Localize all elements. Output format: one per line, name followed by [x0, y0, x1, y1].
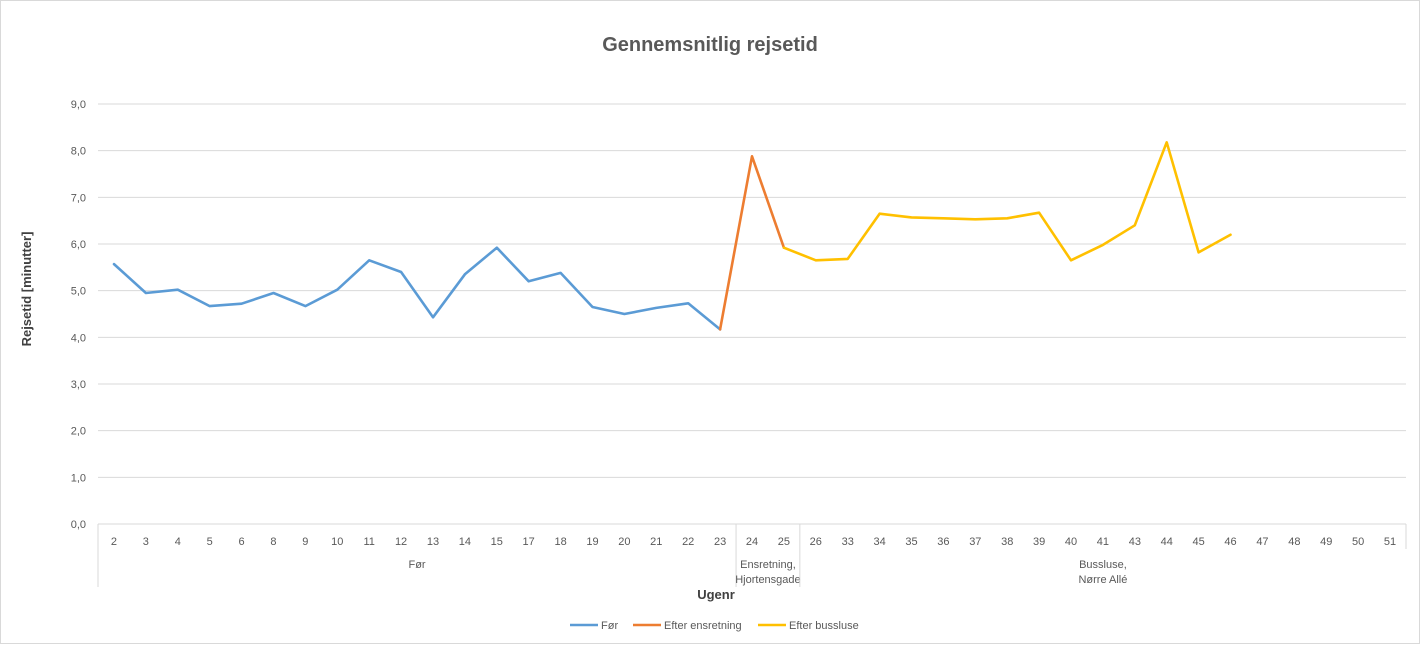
- legend-entry: Efter ensretning: [664, 620, 742, 632]
- x-tick-label: 19: [586, 536, 598, 548]
- x-tick-label: 20: [618, 536, 630, 548]
- x-tick-label: 26: [810, 536, 822, 548]
- x-tick-label: 39: [1033, 536, 1045, 548]
- x-tick-label: 35: [905, 536, 917, 548]
- y-tick-label: 5,0: [71, 286, 86, 298]
- x-axis-title: Ugenr: [697, 587, 735, 602]
- y-axis-title: Rejsetid [minutter]: [19, 232, 34, 347]
- x-tick-label: 12: [395, 536, 407, 548]
- y-tick-label: 8,0: [71, 146, 86, 158]
- chart-title: Gennemsnitlig rejsetid: [602, 34, 818, 56]
- x-tick-label: 14: [459, 536, 471, 548]
- x-tick-label: 51: [1384, 536, 1396, 548]
- x-tick-label: 45: [1193, 536, 1205, 548]
- x-tick-label: 25: [778, 536, 790, 548]
- x-tick-label: 4: [175, 536, 181, 548]
- x-tick-label: 40: [1065, 536, 1077, 548]
- x-tick-label: 2: [111, 536, 117, 548]
- y-tick-label: 3,0: [71, 379, 86, 391]
- x-tick-label: 46: [1224, 536, 1236, 548]
- x-tick-label: 11: [363, 536, 374, 548]
- x-tick-label: 41: [1097, 536, 1109, 548]
- x-tick-label: 8: [270, 536, 276, 548]
- group-label: Hjortensgade: [735, 574, 800, 586]
- x-tick-label: 3: [143, 536, 149, 548]
- series-line: [718, 155, 786, 331]
- x-tick-label: 22: [682, 536, 694, 548]
- x-tick-label: 33: [842, 536, 854, 548]
- x-tick-label: 15: [491, 536, 503, 548]
- x-tick-label: 18: [554, 536, 566, 548]
- x-tick-label: 6: [238, 536, 244, 548]
- x-tick-label: 43: [1129, 536, 1141, 548]
- y-tick-label: 0,0: [71, 519, 86, 531]
- x-tick-label: 48: [1288, 536, 1300, 548]
- x-tick-label: 24: [746, 536, 758, 548]
- y-tick-labels: 0,0 1,0 2,0 3,0 4,0 5,0 6,0 7,0 8,0 9,0: [71, 99, 86, 531]
- x-tick-label: 50: [1352, 536, 1364, 548]
- y-tick-label: 6,0: [71, 239, 86, 251]
- x-axis: 2 3 4 5 6 8 9 10 11 12 13 14 15 17 18 19 20 21 22 23 24 25 26 3…: [97, 524, 1407, 587]
- legend: Før Efter ensretning Efter bussluse: [570, 620, 859, 632]
- x-tick-label: 44: [1161, 536, 1173, 548]
- x-tick-label: 10: [331, 536, 343, 548]
- gridlines: [98, 103, 1406, 525]
- legend-entry: Før: [601, 620, 618, 632]
- x-tick-label: 37: [969, 536, 981, 548]
- x-tick-label: 38: [1001, 536, 1013, 548]
- series-lines: [112, 141, 1232, 331]
- x-tick-label: 23: [714, 536, 726, 548]
- x-tick-label: 5: [207, 536, 213, 548]
- x-tick-label: 17: [523, 536, 535, 548]
- series-line: [112, 246, 722, 331]
- x-tick-label: 36: [937, 536, 949, 548]
- group-label: Nørre Allé: [1078, 574, 1127, 586]
- y-tick-label: 2,0: [71, 426, 86, 438]
- x-tick-label: 13: [427, 536, 439, 548]
- x-tick-label: 49: [1320, 536, 1332, 548]
- legend-entry: Efter bussluse: [789, 620, 859, 632]
- group-label: Ensretning,: [740, 559, 796, 571]
- group-label: Før: [408, 559, 425, 571]
- y-tick-label: 1,0: [71, 472, 86, 484]
- x-tick-label: 21: [650, 536, 662, 548]
- x-tick-label: 34: [873, 536, 885, 548]
- series-line: [782, 141, 1232, 262]
- x-tick-label: 47: [1256, 536, 1268, 548]
- group-label: Bussluse,: [1079, 559, 1127, 571]
- y-tick-label: 7,0: [71, 192, 86, 204]
- y-tick-label: 4,0: [71, 332, 86, 344]
- x-tick-label: 9: [302, 536, 308, 548]
- y-tick-label: 9,0: [71, 99, 86, 111]
